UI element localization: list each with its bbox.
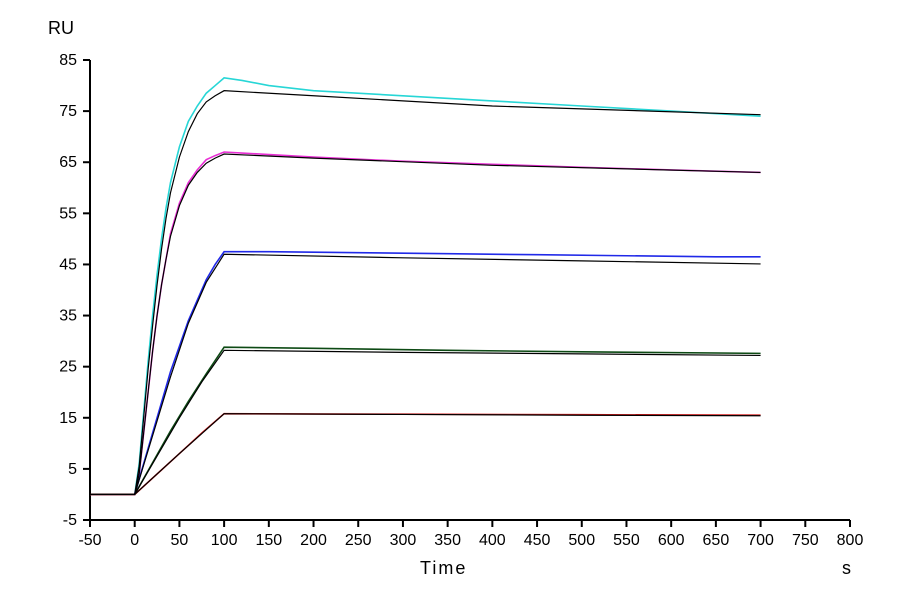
x-tick-label: 750 <box>792 532 819 549</box>
x-tick-label: 200 <box>300 532 327 549</box>
x-axis-label: Time <box>420 558 467 579</box>
x-tick-label: 400 <box>479 532 506 549</box>
curve-cyan <box>90 78 761 495</box>
x-tick-label: 600 <box>658 532 685 549</box>
x-tick-label: 50 <box>171 532 189 549</box>
sensorgram-chart: RU -5 5 15 25 35 45 55 65 75 85 -50 0 50 100 150 200 250… <box>0 0 900 600</box>
fit-red <box>90 414 761 495</box>
fit-darkgreen <box>90 350 761 494</box>
y-tick-label: 85 <box>59 52 77 69</box>
y-tick-label: 5 <box>68 461 77 478</box>
x-axis-unit: s <box>842 558 851 579</box>
x-tick-label: -50 <box>78 532 101 549</box>
x-tick-label: 500 <box>568 532 595 549</box>
y-tick-label: 75 <box>59 103 77 120</box>
y-tick-label: 15 <box>59 410 77 427</box>
x-tick-label: 300 <box>390 532 417 549</box>
x-tick-label: 0 <box>130 532 139 549</box>
curve-darkgreen <box>90 347 761 494</box>
x-tick-label: 100 <box>211 532 238 549</box>
x-tick-label: 650 <box>703 532 730 549</box>
x-tick-label: 700 <box>747 532 774 549</box>
x-tick-label: 550 <box>613 532 640 549</box>
y-tick-label: 65 <box>59 154 77 171</box>
fit-cyan <box>90 91 761 495</box>
y-tick-label: -5 <box>63 512 77 529</box>
x-tick-label: 800 <box>837 532 864 549</box>
x-tick-label: 450 <box>524 532 551 549</box>
y-tick-label: 35 <box>59 308 77 325</box>
curve-blue <box>90 252 761 495</box>
plot-svg: -5 5 15 25 35 45 55 65 75 85 -50 0 50 100 150 200 250 300… <box>0 0 900 600</box>
x-tick-label: 150 <box>255 532 282 549</box>
y-tick-label: 55 <box>59 205 77 222</box>
x-tick-label: 350 <box>434 532 461 549</box>
y-tick-label: 25 <box>59 359 77 376</box>
y-axis-label: RU <box>48 18 74 39</box>
y-tick-label: 45 <box>59 256 77 273</box>
x-tick-label: 250 <box>345 532 372 549</box>
fit-blue <box>90 254 761 494</box>
curve-red <box>90 414 761 495</box>
